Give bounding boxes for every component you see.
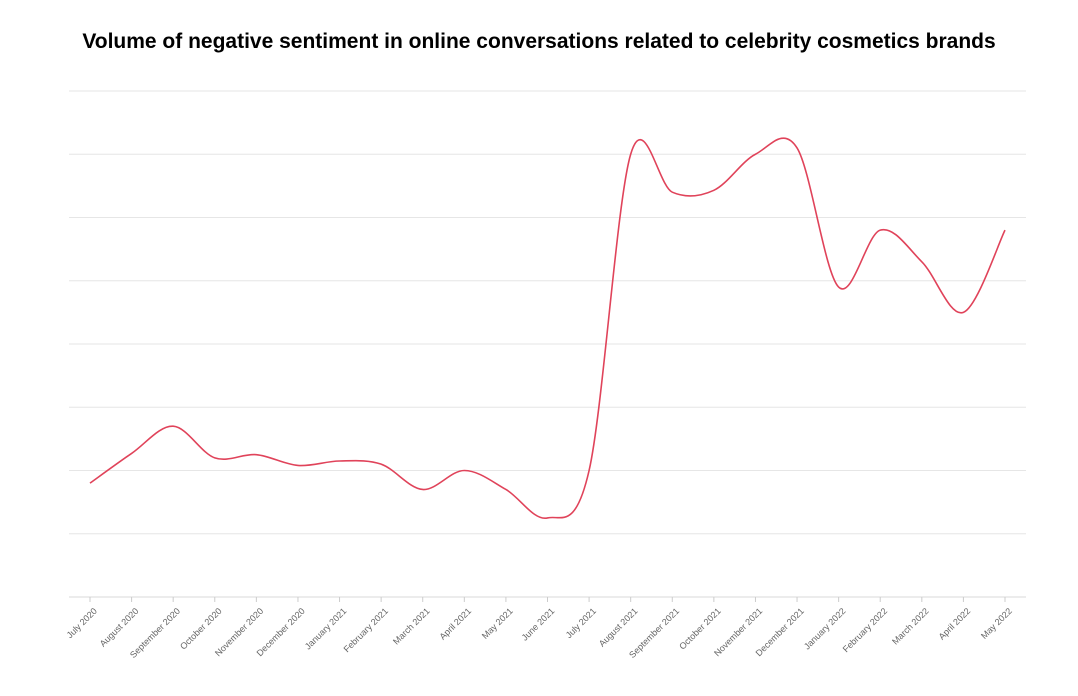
x-tick-label: August 2020 — [98, 606, 141, 649]
data-point[interactable] — [543, 513, 553, 523]
x-tick-label: May 2021 — [480, 606, 515, 641]
data-point[interactable] — [335, 456, 345, 466]
data-point[interactable] — [709, 185, 719, 195]
x-tick-label: April 2022 — [937, 606, 973, 642]
data-point[interactable] — [584, 466, 594, 476]
data-point[interactable] — [875, 225, 885, 235]
series-layer — [85, 137, 1010, 523]
data-point[interactable] — [127, 448, 137, 458]
data-point[interactable] — [376, 459, 386, 469]
x-tick-label: October 2021 — [677, 606, 723, 652]
x-tick-label: January 2022 — [802, 606, 848, 652]
data-point[interactable] — [958, 307, 968, 317]
x-tick-label: January 2021 — [303, 606, 349, 652]
data-point[interactable] — [792, 143, 802, 153]
grid-lines — [69, 90, 1026, 535]
data-point[interactable] — [85, 478, 95, 488]
data-point[interactable] — [834, 282, 844, 292]
data-point[interactable] — [293, 460, 303, 470]
chart-title: Volume of negative sentiment in online c… — [82, 30, 996, 53]
series-line — [89, 137, 1006, 519]
x-tick-label: March 2021 — [391, 606, 432, 647]
x-tick-label: July 2021 — [564, 606, 598, 640]
data-point[interactable] — [251, 450, 261, 460]
data-point[interactable] — [1000, 225, 1010, 235]
x-tick-label: June 2021 — [520, 606, 557, 643]
data-point[interactable] — [917, 257, 927, 267]
data-point[interactable] — [459, 466, 469, 476]
data-point[interactable] — [501, 484, 511, 494]
x-tick-label: February 2022 — [841, 606, 889, 654]
data-point[interactable] — [750, 149, 760, 159]
data-point[interactable] — [626, 149, 636, 159]
data-point[interactable] — [667, 187, 677, 197]
x-tick-label: April 2021 — [438, 606, 474, 642]
x-tick-label: July 2020 — [65, 606, 99, 640]
data-point[interactable] — [168, 421, 178, 431]
x-tick-label: October 2020 — [178, 606, 224, 652]
data-point[interactable] — [210, 453, 220, 463]
x-tick-label: August 2021 — [597, 606, 640, 649]
x-tick-label: May 2022 — [979, 606, 1014, 641]
x-tick-label: February 2021 — [342, 606, 390, 654]
x-tick-label: March 2022 — [890, 606, 931, 647]
data-point[interactable] — [418, 484, 428, 494]
